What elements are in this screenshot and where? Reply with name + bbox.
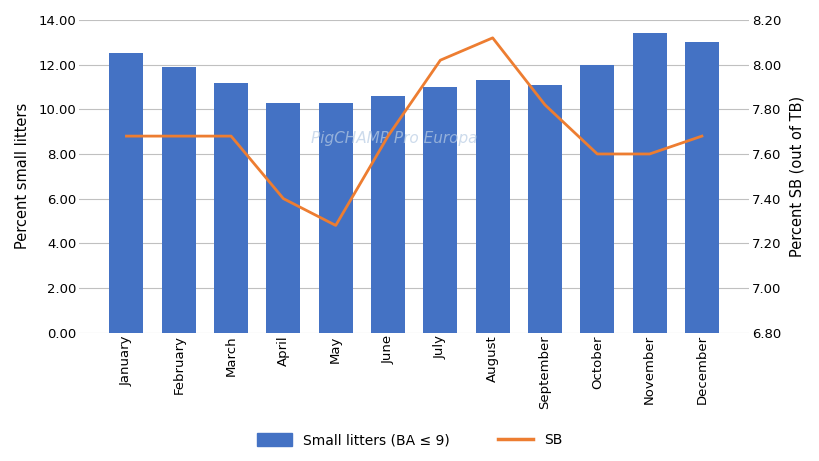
Bar bbox=[319, 103, 352, 332]
Y-axis label: Percent small litters: Percent small litters bbox=[15, 103, 30, 249]
Bar bbox=[580, 65, 613, 332]
Bar bbox=[109, 53, 143, 332]
Y-axis label: Percent SB (out of TB): Percent SB (out of TB) bbox=[789, 96, 804, 257]
Bar bbox=[161, 67, 196, 332]
Bar bbox=[214, 83, 248, 332]
Bar bbox=[423, 87, 457, 332]
Bar bbox=[527, 85, 561, 332]
Text: PigCHAMP Pro Europa: PigCHAMP Pro Europa bbox=[310, 131, 477, 146]
Bar bbox=[475, 80, 509, 332]
Bar bbox=[370, 96, 405, 332]
Bar bbox=[266, 103, 300, 332]
Legend: Small litters (BA ≤ 9), SB: Small litters (BA ≤ 9), SB bbox=[250, 426, 569, 454]
Bar bbox=[684, 42, 718, 332]
Bar bbox=[631, 33, 666, 332]
